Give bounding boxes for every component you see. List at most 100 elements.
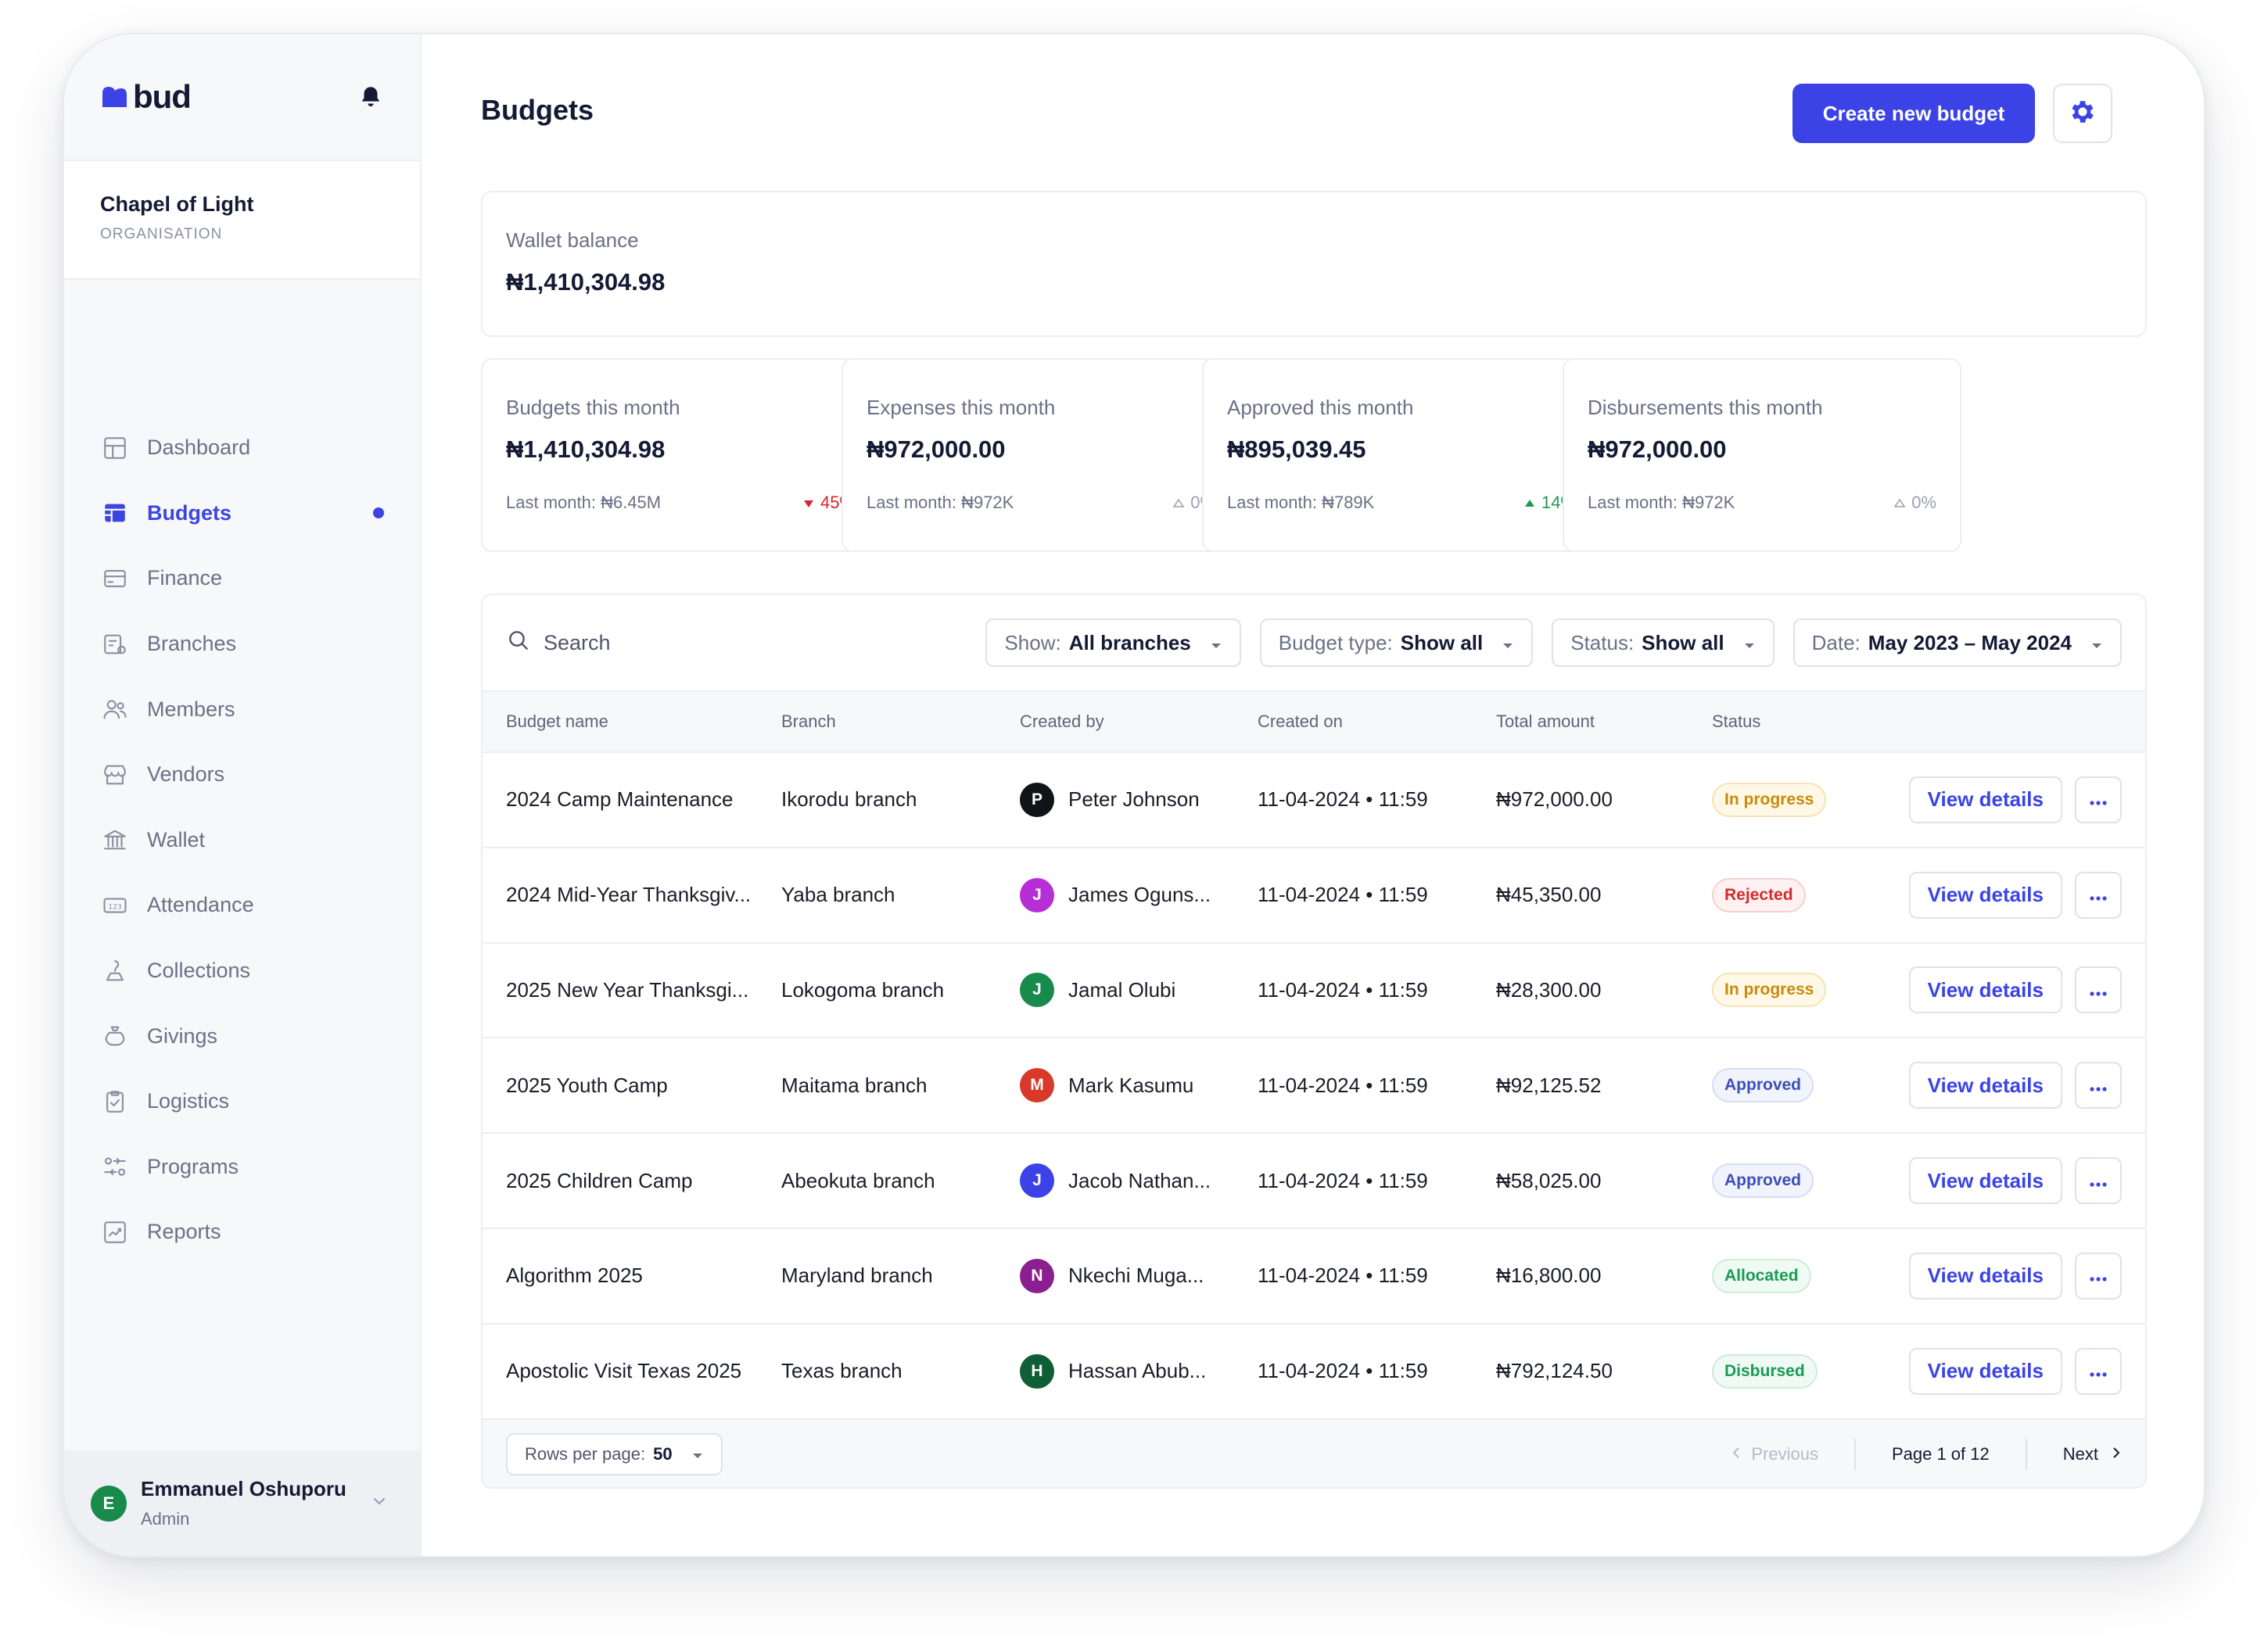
table-row[interactable]: Algorithm 2025 Maryland branch N Nkechi … bbox=[483, 1229, 2145, 1325]
organisation-switcher[interactable]: Chapel of Light ORGANISATION bbox=[64, 161, 420, 280]
more-actions-button[interactable] bbox=[2075, 776, 2122, 823]
status-badge: Rejected bbox=[1712, 877, 1806, 912]
sidebar-item-collections[interactable]: Collections bbox=[64, 938, 420, 1004]
table-row[interactable]: 2024 Camp Maintenance Ikorodu branch P P… bbox=[483, 753, 2145, 848]
creator-name: Hassan Abub... bbox=[1068, 1359, 1207, 1383]
sidebar-item-dashboard[interactable]: Dashboard bbox=[64, 415, 420, 481]
sidebar-item-budgets[interactable]: Budgets bbox=[64, 481, 420, 547]
caret-down-icon bbox=[1210, 631, 1222, 655]
card-icon bbox=[100, 564, 130, 593]
next-page-button[interactable]: Next bbox=[2027, 1444, 2122, 1464]
sidebar-item-label: Givings bbox=[147, 1023, 218, 1048]
logo[interactable]: bud bbox=[100, 78, 192, 116]
more-horizontal-icon bbox=[2089, 978, 2108, 1002]
search-input[interactable]: Search bbox=[506, 628, 967, 658]
sidebar-item-reports[interactable]: Reports bbox=[64, 1199, 420, 1265]
sidebar-item-finance[interactable]: Finance bbox=[64, 546, 420, 611]
table-row[interactable]: 2024 Mid-Year Thanksgiv... Yaba branch J… bbox=[483, 848, 2145, 944]
budget-icon bbox=[100, 498, 130, 528]
more-actions-button[interactable] bbox=[2075, 1157, 2122, 1205]
status-badge: Approved bbox=[1712, 1068, 1814, 1103]
view-details-button[interactable]: View details bbox=[1908, 1347, 2062, 1395]
sidebar-item-label: Branches bbox=[147, 632, 237, 656]
settings-button[interactable] bbox=[2053, 84, 2112, 143]
svg-text:123: 123 bbox=[108, 902, 122, 911]
sidebar-item-programs[interactable]: Programs bbox=[64, 1135, 420, 1200]
created-on: 11-04-2024 • 11:59 bbox=[1258, 1073, 1428, 1097]
budget-type-filter-dropdown[interactable]: Budget type: Show all bbox=[1259, 618, 1534, 667]
branch-name: Maryland branch bbox=[781, 1264, 933, 1288]
rows-per-page-dropdown[interactable]: Rows per page: 50 bbox=[506, 1432, 723, 1475]
more-actions-button[interactable] bbox=[2075, 871, 2122, 919]
more-actions-button[interactable] bbox=[2075, 1062, 2122, 1109]
column-header[interactable]: Budget name bbox=[506, 712, 608, 731]
more-actions-button[interactable] bbox=[2075, 1347, 2122, 1395]
view-details-button[interactable]: View details bbox=[1908, 1062, 2062, 1109]
table-row[interactable]: 2025 Youth Camp Maitama branch M Mark Ka… bbox=[483, 1038, 2145, 1135]
sidebar-item-label: Dashboard bbox=[147, 436, 251, 460]
branch-filter-label: Show: bbox=[1004, 630, 1061, 654]
column-header[interactable]: Created on bbox=[1258, 712, 1343, 731]
triangle-down-icon bbox=[803, 493, 814, 513]
column-header[interactable]: Created by bbox=[1020, 712, 1104, 731]
sidebar-item-wallet[interactable]: Wallet bbox=[64, 808, 420, 873]
store-icon bbox=[100, 760, 130, 790]
previous-page-button[interactable]: Previous bbox=[1731, 1444, 1854, 1464]
created-on: 11-04-2024 • 11:59 bbox=[1258, 1359, 1428, 1383]
total-amount: ₦972,000.00 bbox=[1496, 787, 1613, 812]
avatar: J bbox=[1020, 973, 1054, 1008]
date-filter-dropdown[interactable]: Date: May 2023 – May 2024 bbox=[1793, 618, 2122, 667]
view-details-button[interactable]: View details bbox=[1908, 966, 2062, 1014]
creator-name: Jacob Nathan... bbox=[1068, 1168, 1211, 1192]
status-filter-value: Show all bbox=[1642, 630, 1724, 654]
chevron-down-icon[interactable] bbox=[370, 1492, 389, 1515]
org-name: Chapel of Light bbox=[100, 192, 254, 216]
column-header[interactable]: Branch bbox=[781, 712, 836, 731]
budget-type-filter-value: Show all bbox=[1400, 630, 1484, 654]
more-horizontal-icon bbox=[2089, 1074, 2108, 1098]
created-by: H Hassan Abub... bbox=[1020, 1353, 1258, 1389]
sidebar-item-logistics[interactable]: Logistics bbox=[64, 1069, 420, 1135]
sidebar-item-givings[interactable]: Givings bbox=[64, 1003, 420, 1069]
table-row[interactable]: Apostolic Visit Texas 2025 Texas branch … bbox=[483, 1325, 2145, 1420]
create-budget-button[interactable]: Create new budget bbox=[1793, 84, 2035, 143]
bell-icon[interactable] bbox=[357, 84, 384, 110]
sidebar-item-label: Budgets bbox=[147, 500, 231, 525]
sidebar-item-branches[interactable]: Branches bbox=[64, 611, 420, 677]
sidebar-item-attendance[interactable]: 123 Attendance bbox=[64, 873, 420, 938]
sidebar-item-members[interactable]: Members bbox=[64, 676, 420, 742]
sidebar-item-vendors[interactable]: Vendors bbox=[64, 742, 420, 808]
wallet-balance-card: Wallet balance ₦1,410,304.98 bbox=[481, 191, 2147, 337]
view-details-button[interactable]: View details bbox=[1908, 776, 2062, 823]
wallet-label: Wallet balance bbox=[506, 228, 639, 252]
branch-name: Abeokuta branch bbox=[781, 1168, 935, 1192]
total-amount: ₦92,125.52 bbox=[1496, 1073, 1602, 1097]
caret-down-icon bbox=[2090, 631, 2103, 655]
main-content: Budgets Create new budget Wallet balance… bbox=[422, 34, 2204, 1556]
more-actions-button[interactable] bbox=[2075, 966, 2122, 1014]
view-details-button[interactable]: View details bbox=[1908, 871, 2062, 919]
column-header[interactable]: Status bbox=[1712, 712, 1761, 731]
sidebar-item-label: Programs bbox=[147, 1154, 239, 1178]
counter-icon: 123 bbox=[100, 891, 130, 920]
branch-filter-dropdown[interactable]: Show: All branches bbox=[985, 618, 1241, 667]
page-indicator: Page 1 of 12 bbox=[1891, 1443, 1990, 1464]
column-header[interactable]: Total amount bbox=[1496, 712, 1595, 731]
sidebar: bud Chapel of Light ORGANISATION Dashboa… bbox=[64, 34, 422, 1556]
creator-name: James Oguns... bbox=[1068, 883, 1211, 907]
caret-down-icon bbox=[1743, 631, 1756, 655]
branch-name: Maitama branch bbox=[781, 1073, 928, 1097]
budgets-table-card: Search Show: All branches Budget type: S… bbox=[481, 593, 2147, 1489]
user-menu[interactable]: E Emmanuel Oshuporu Admin bbox=[64, 1450, 420, 1556]
view-details-button[interactable]: View details bbox=[1908, 1157, 2062, 1205]
next-label: Next bbox=[2062, 1443, 2098, 1464]
more-actions-button[interactable] bbox=[2075, 1252, 2122, 1299]
org-type: ORGANISATION bbox=[100, 226, 223, 242]
triangle-up-icon bbox=[1172, 493, 1185, 513]
status-filter-dropdown[interactable]: Status: Show all bbox=[1552, 618, 1775, 667]
avatar: J bbox=[1020, 1163, 1054, 1199]
table-row[interactable]: 2025 Children Camp Abeokuta branch J Jac… bbox=[483, 1134, 2145, 1229]
view-details-button[interactable]: View details bbox=[1908, 1252, 2062, 1299]
sidebar-item-label: Attendance bbox=[147, 893, 254, 917]
table-row[interactable]: 2025 New Year Thanksgi... Lokogoma branc… bbox=[483, 944, 2145, 1039]
